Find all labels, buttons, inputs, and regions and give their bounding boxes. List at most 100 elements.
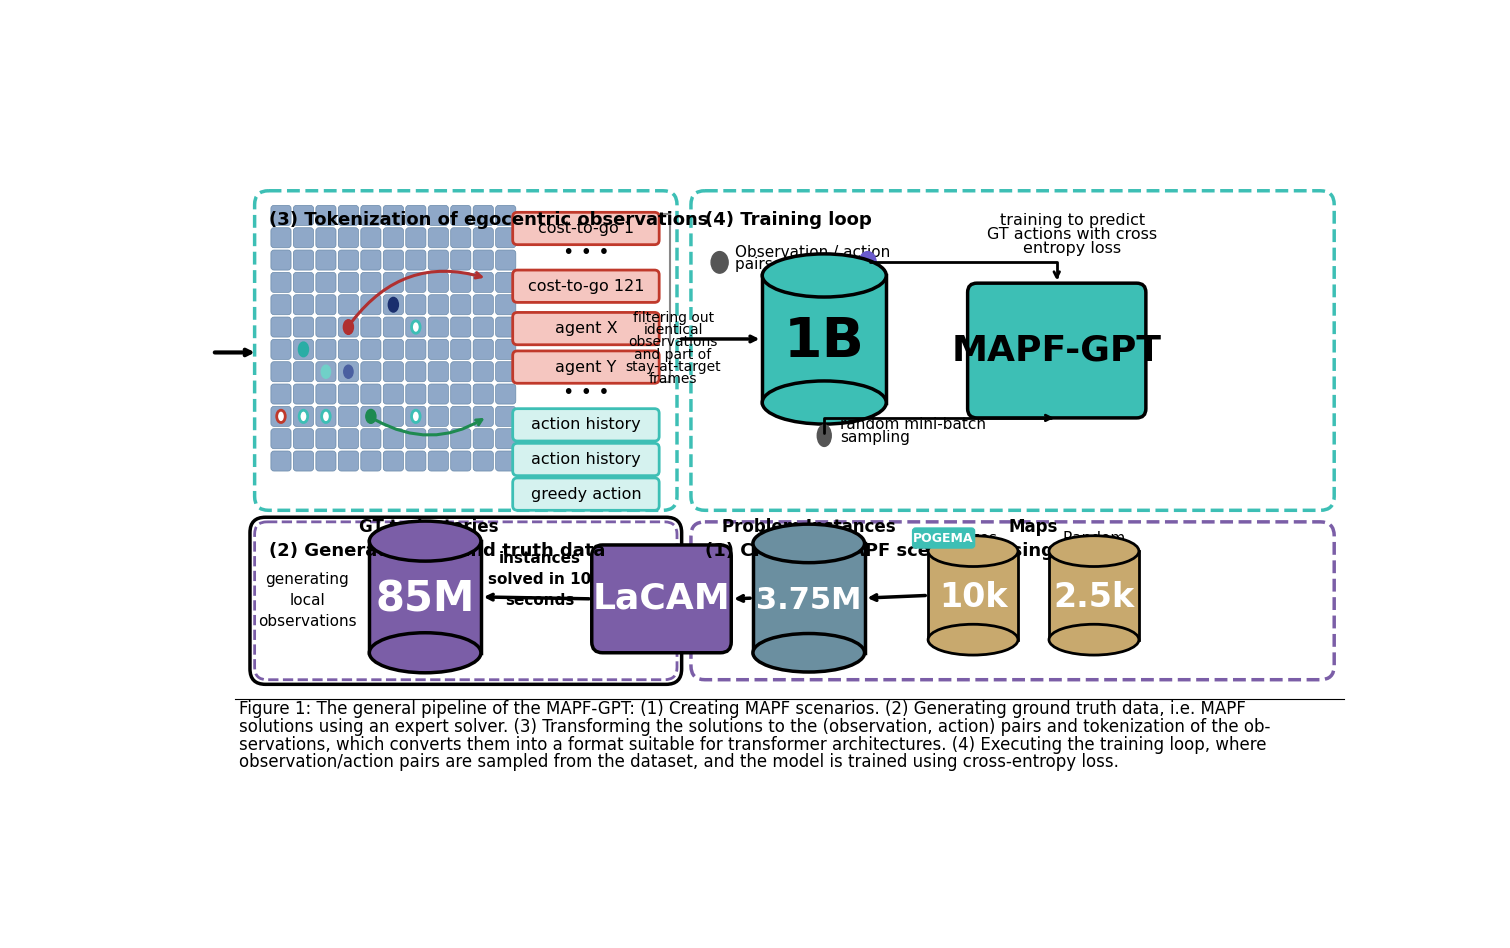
Text: GT actions with cross: GT actions with cross bbox=[988, 228, 1157, 243]
FancyBboxPatch shape bbox=[406, 295, 426, 315]
Text: identical: identical bbox=[643, 323, 702, 337]
FancyBboxPatch shape bbox=[384, 206, 403, 226]
FancyBboxPatch shape bbox=[361, 228, 381, 247]
FancyBboxPatch shape bbox=[270, 362, 291, 382]
FancyBboxPatch shape bbox=[316, 428, 337, 448]
FancyBboxPatch shape bbox=[384, 228, 403, 247]
FancyBboxPatch shape bbox=[450, 317, 471, 337]
FancyBboxPatch shape bbox=[495, 384, 516, 404]
FancyBboxPatch shape bbox=[429, 295, 448, 315]
FancyBboxPatch shape bbox=[495, 228, 516, 247]
FancyBboxPatch shape bbox=[293, 295, 314, 315]
FancyBboxPatch shape bbox=[361, 451, 381, 471]
FancyBboxPatch shape bbox=[255, 521, 676, 680]
FancyBboxPatch shape bbox=[473, 362, 494, 382]
FancyBboxPatch shape bbox=[270, 272, 291, 292]
FancyBboxPatch shape bbox=[495, 428, 516, 448]
FancyBboxPatch shape bbox=[316, 228, 337, 247]
FancyBboxPatch shape bbox=[361, 384, 381, 404]
Text: LaCAM: LaCAM bbox=[592, 582, 731, 616]
FancyBboxPatch shape bbox=[361, 206, 381, 226]
FancyBboxPatch shape bbox=[361, 317, 381, 337]
Text: (2) Generating ground truth data: (2) Generating ground truth data bbox=[269, 542, 606, 560]
FancyBboxPatch shape bbox=[270, 451, 291, 471]
FancyBboxPatch shape bbox=[692, 191, 1335, 510]
FancyBboxPatch shape bbox=[450, 272, 471, 292]
FancyBboxPatch shape bbox=[270, 384, 291, 404]
Text: 85M: 85M bbox=[376, 579, 474, 621]
FancyBboxPatch shape bbox=[384, 384, 403, 404]
Text: greedy action: greedy action bbox=[530, 486, 642, 501]
FancyBboxPatch shape bbox=[429, 228, 448, 247]
Ellipse shape bbox=[753, 524, 865, 563]
FancyBboxPatch shape bbox=[270, 339, 291, 359]
FancyBboxPatch shape bbox=[473, 339, 494, 359]
FancyBboxPatch shape bbox=[293, 272, 314, 292]
FancyBboxPatch shape bbox=[338, 428, 358, 448]
FancyBboxPatch shape bbox=[316, 384, 337, 404]
FancyBboxPatch shape bbox=[450, 451, 471, 471]
FancyBboxPatch shape bbox=[429, 206, 448, 226]
FancyBboxPatch shape bbox=[450, 362, 471, 382]
Ellipse shape bbox=[1049, 625, 1139, 655]
FancyBboxPatch shape bbox=[293, 206, 314, 226]
Text: servations, which converts them into a format suitable for transformer architect: servations, which converts them into a f… bbox=[239, 736, 1267, 754]
Text: observations: observations bbox=[628, 336, 717, 349]
Ellipse shape bbox=[763, 381, 886, 424]
Text: and part of: and part of bbox=[634, 348, 711, 361]
FancyBboxPatch shape bbox=[338, 384, 358, 404]
FancyBboxPatch shape bbox=[912, 528, 974, 548]
FancyBboxPatch shape bbox=[338, 250, 358, 270]
Ellipse shape bbox=[344, 365, 353, 378]
Text: frames: frames bbox=[649, 373, 698, 386]
Bar bbox=[763, 276, 886, 403]
FancyBboxPatch shape bbox=[495, 339, 516, 359]
FancyBboxPatch shape bbox=[450, 384, 471, 404]
FancyBboxPatch shape bbox=[406, 228, 426, 247]
Text: entropy loss: entropy loss bbox=[1024, 241, 1122, 256]
FancyBboxPatch shape bbox=[338, 317, 358, 337]
FancyBboxPatch shape bbox=[293, 228, 314, 247]
FancyBboxPatch shape bbox=[361, 407, 381, 427]
FancyBboxPatch shape bbox=[406, 407, 426, 427]
FancyBboxPatch shape bbox=[473, 317, 494, 337]
FancyBboxPatch shape bbox=[473, 206, 494, 226]
FancyBboxPatch shape bbox=[429, 428, 448, 448]
FancyBboxPatch shape bbox=[316, 295, 337, 315]
Text: filtering out: filtering out bbox=[633, 311, 714, 324]
FancyBboxPatch shape bbox=[450, 295, 471, 315]
Text: Observation / action: Observation / action bbox=[735, 245, 891, 260]
FancyBboxPatch shape bbox=[513, 409, 660, 441]
FancyBboxPatch shape bbox=[473, 451, 494, 471]
FancyBboxPatch shape bbox=[316, 362, 337, 382]
Ellipse shape bbox=[370, 632, 480, 673]
FancyBboxPatch shape bbox=[251, 518, 681, 684]
Ellipse shape bbox=[276, 410, 285, 423]
Text: 1B: 1B bbox=[784, 316, 865, 369]
FancyBboxPatch shape bbox=[406, 206, 426, 226]
Text: Figure 1: The general pipeline of the MAPF-GPT: (1) Creating MAPF scenarios. (2): Figure 1: The general pipeline of the MA… bbox=[239, 701, 1246, 719]
FancyBboxPatch shape bbox=[495, 206, 516, 226]
FancyBboxPatch shape bbox=[495, 272, 516, 292]
Text: POGEMA: POGEMA bbox=[914, 532, 974, 544]
FancyBboxPatch shape bbox=[450, 228, 471, 247]
Text: random mini-batch: random mini-batch bbox=[840, 417, 986, 432]
FancyBboxPatch shape bbox=[384, 272, 403, 292]
FancyBboxPatch shape bbox=[384, 250, 403, 270]
Text: 2.5k: 2.5k bbox=[1054, 581, 1134, 614]
FancyBboxPatch shape bbox=[429, 451, 448, 471]
FancyBboxPatch shape bbox=[316, 272, 337, 292]
FancyBboxPatch shape bbox=[316, 451, 337, 471]
Ellipse shape bbox=[817, 425, 831, 447]
Bar bbox=[929, 551, 1018, 640]
Ellipse shape bbox=[322, 410, 331, 423]
FancyBboxPatch shape bbox=[293, 384, 314, 404]
FancyBboxPatch shape bbox=[293, 339, 314, 359]
FancyBboxPatch shape bbox=[270, 250, 291, 270]
Text: agent Y: agent Y bbox=[556, 359, 616, 374]
FancyBboxPatch shape bbox=[361, 295, 381, 315]
Ellipse shape bbox=[299, 410, 308, 423]
Ellipse shape bbox=[753, 633, 865, 672]
FancyBboxPatch shape bbox=[495, 250, 516, 270]
FancyBboxPatch shape bbox=[513, 313, 660, 345]
